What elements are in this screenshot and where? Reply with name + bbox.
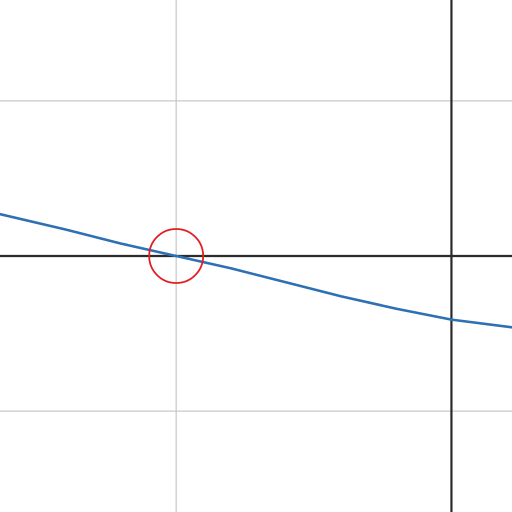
series: [0, 212, 512, 329]
highlighted-point-marker[interactable]: [148, 228, 205, 284]
markers[interactable]: [148, 228, 205, 284]
curve-line[interactable]: [0, 212, 512, 329]
